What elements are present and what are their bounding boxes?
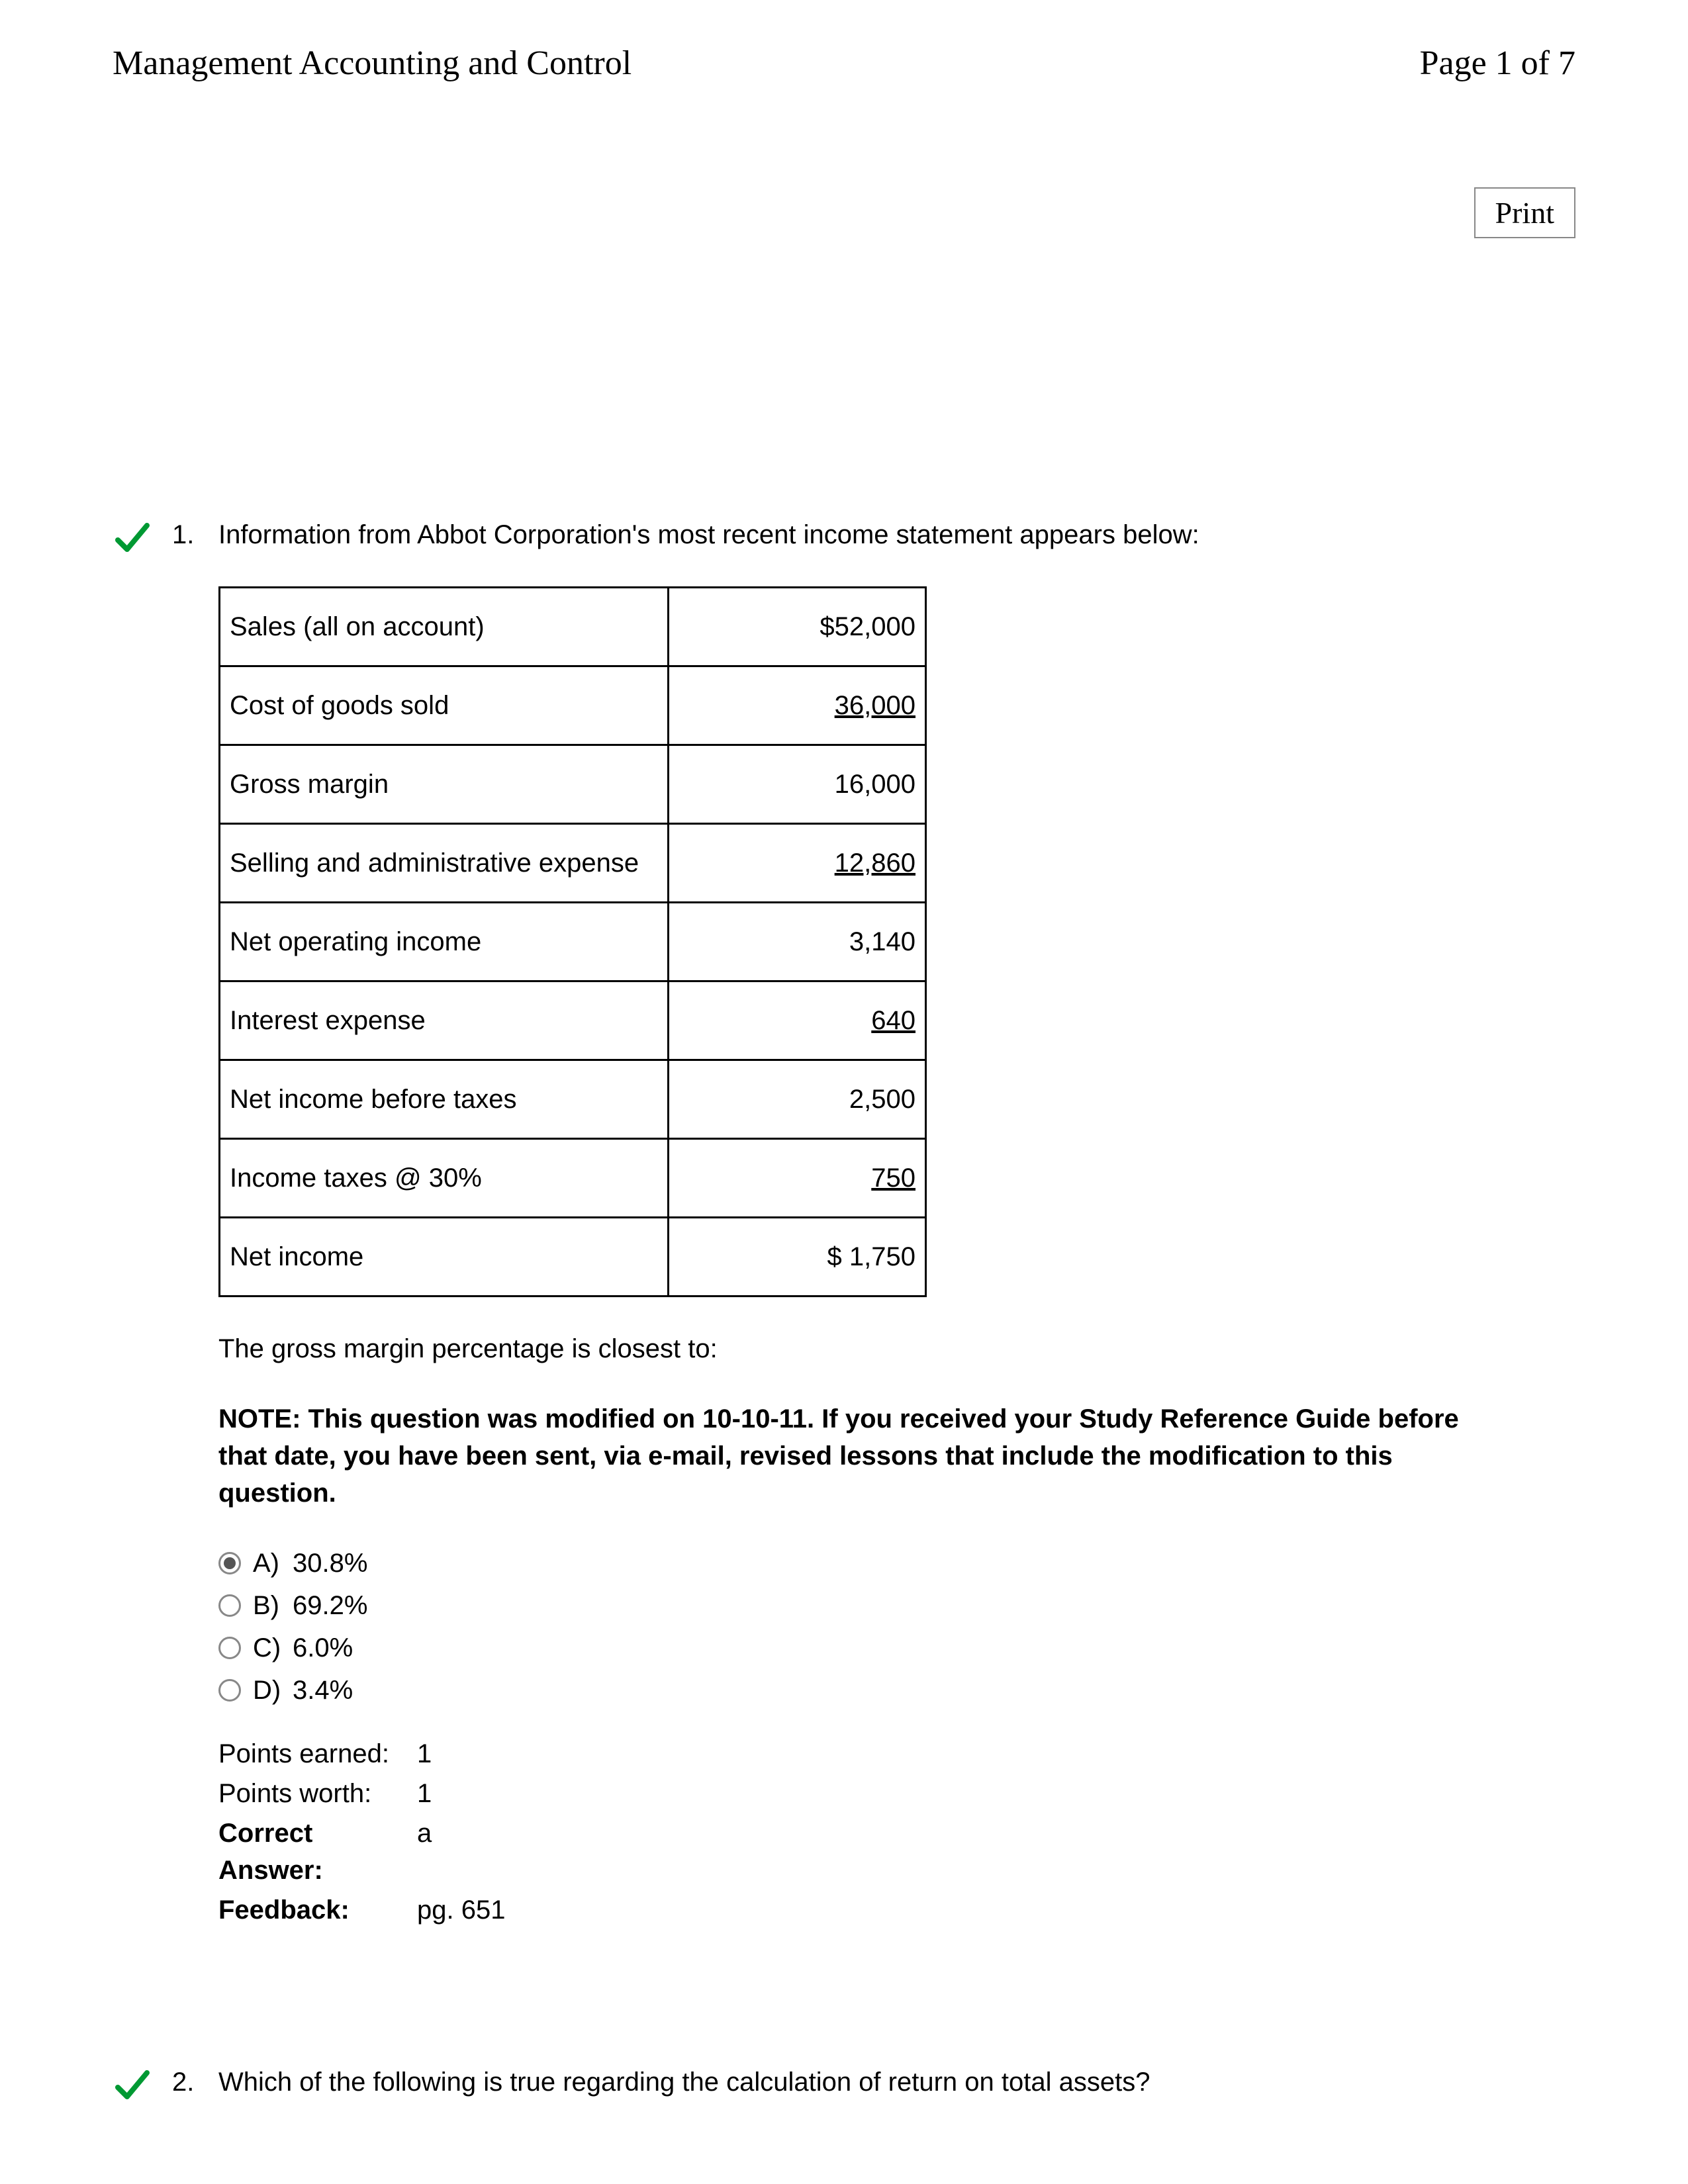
choice-text: 69.2% [293,1587,367,1624]
choice-text: 30.8% [293,1545,367,1582]
correct-answer-row: Correct Answer: a [218,1815,1575,1889]
question-1: 1. Information from Abbot Corporation's … [113,516,1575,1931]
row-value: $ 1,750 [669,1217,926,1296]
answer-choice[interactable]: A)30.8% [218,1545,1575,1582]
page: Management Accounting and Control Page 1… [0,0,1688,2184]
points-worth-value: 1 [417,1775,432,1812]
points-earned-label: Points earned: [218,1735,417,1772]
points-earned-value: 1 [417,1735,432,1772]
answer-choice[interactable]: C)6.0% [218,1629,1575,1666]
radio-icon[interactable] [218,1679,241,1702]
row-label: Cost of goods sold [220,666,669,745]
feedback-label: Feedback: [218,1891,417,1929]
row-value: 36,000 [669,666,926,745]
income-statement-table: Sales (all on account)$52,000Cost of goo… [218,586,927,1297]
table-row: Gross margin16,000 [220,745,926,823]
check-column [113,2064,172,2116]
choice-text: 6.0% [293,1629,353,1666]
question-number: 1. [172,516,218,553]
radio-icon[interactable] [218,1552,241,1574]
choice-letter: A) [253,1545,293,1582]
table-row: Interest expense640 [220,981,926,1060]
answer-choices: A)30.8%B)69.2%C)6.0%D)3.4% [218,1545,1575,1709]
print-button[interactable]: Print [1474,187,1575,238]
table-row: Net income$ 1,750 [220,1217,926,1296]
points-earned-row: Points earned: 1 [218,1735,1575,1772]
row-value: 12,860 [669,823,926,902]
row-label: Income taxes @ 30% [220,1138,669,1217]
choice-text: 3.4% [293,1672,353,1709]
table-row: Income taxes @ 30%750 [220,1138,926,1217]
question-followup: The gross margin percentage is closest t… [218,1330,1575,1367]
correct-answer-value: a [417,1815,432,1889]
row-value: 640 [669,981,926,1060]
page-header: Management Accounting and Control Page 1… [113,40,1575,88]
row-value: 3,140 [669,902,926,981]
row-value: 16,000 [669,745,926,823]
row-value: 750 [669,1138,926,1217]
table-row: Selling and administrative expense12,860 [220,823,926,902]
row-label: Net operating income [220,902,669,981]
row-value: $52,000 [669,587,926,666]
row-value: 2,500 [669,1060,926,1138]
feedback-row: Feedback: pg. 651 [218,1891,1575,1929]
table-row: Net income before taxes2,500 [220,1060,926,1138]
row-label: Gross margin [220,745,669,823]
table-row: Net operating income3,140 [220,902,926,981]
question-prompt: Information from Abbot Corporation's mos… [218,516,1575,553]
question-number: 2. [172,2064,218,2101]
feedback-value: pg. 651 [417,1891,505,1929]
question-prompt: Which of the following is true regarding… [218,2064,1575,2101]
row-label: Interest expense [220,981,669,1060]
page-number: Page 1 of 7 [1420,40,1575,88]
answer-choice[interactable]: B)69.2% [218,1587,1575,1624]
checkmark-icon [113,519,152,559]
choice-letter: B) [253,1587,293,1624]
table-row: Sales (all on account)$52,000 [220,587,926,666]
check-column [113,516,172,569]
row-label: Selling and administrative expense [220,823,669,902]
radio-icon[interactable] [218,1637,241,1659]
answer-choice[interactable]: D)3.4% [218,1672,1575,1709]
row-label: Sales (all on account) [220,587,669,666]
correct-answer-label: Correct Answer: [218,1815,417,1889]
choice-letter: D) [253,1672,293,1709]
course-title: Management Accounting and Control [113,40,632,88]
points-worth-label: Points worth: [218,1775,417,1812]
radio-icon[interactable] [218,1594,241,1617]
question-content: Information from Abbot Corporation's mos… [218,516,1575,1931]
points-worth-row: Points worth: 1 [218,1775,1575,1812]
checkmark-icon [113,2066,152,2106]
question-note: NOTE: This question was modified on 10-1… [218,1400,1489,1512]
row-label: Net income before taxes [220,1060,669,1138]
table-row: Cost of goods sold36,000 [220,666,926,745]
row-label: Net income [220,1217,669,1296]
question-content: Which of the following is true regarding… [218,2064,1575,2134]
choice-letter: C) [253,1629,293,1666]
question-2: 2. Which of the following is true regard… [113,2064,1575,2134]
print-button-wrap: Print [113,187,1575,238]
